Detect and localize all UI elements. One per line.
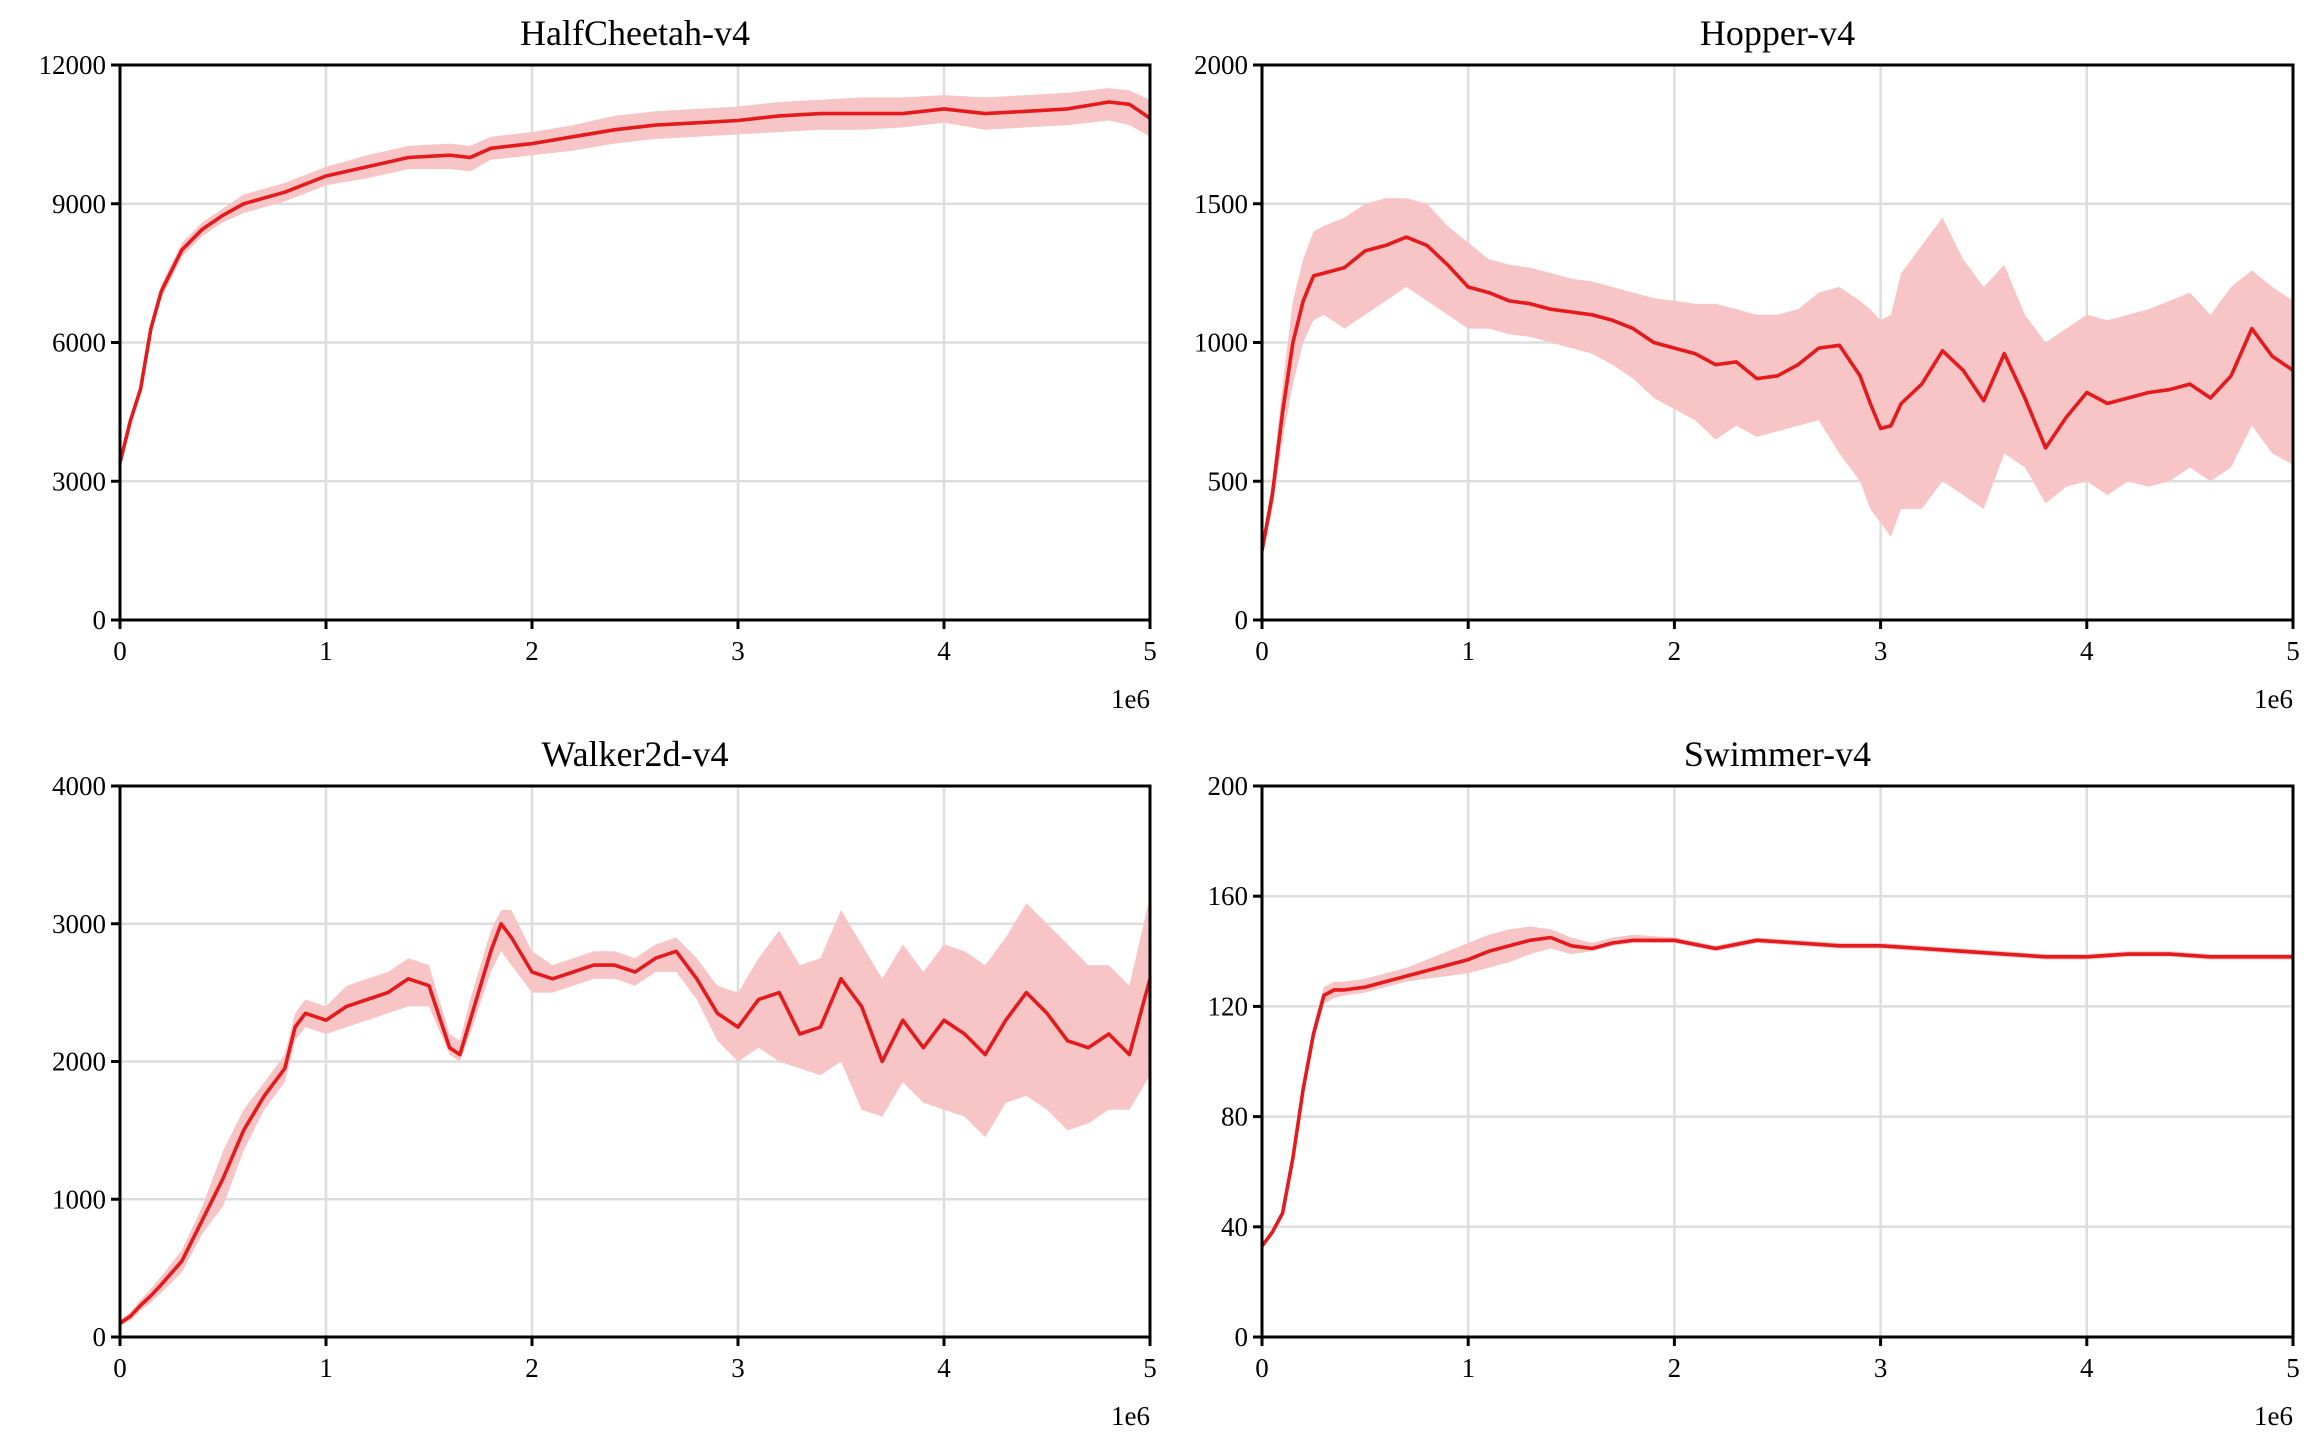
y-tick-label: 2000 bbox=[52, 1047, 106, 1077]
x-tick-label: 4 bbox=[937, 636, 951, 666]
x-tick-label: 2 bbox=[525, 1353, 539, 1383]
y-tick-label: 3000 bbox=[52, 909, 106, 939]
y-tick-label: 1500 bbox=[1194, 189, 1248, 219]
confidence-band bbox=[1262, 198, 2293, 559]
y-tick-label: 0 bbox=[93, 1322, 107, 1352]
confidence-band bbox=[120, 88, 1150, 468]
x-tick-label: 4 bbox=[2080, 636, 2094, 666]
x-tick-label: 2 bbox=[1668, 1353, 1682, 1383]
y-tick-label: 40 bbox=[1221, 1212, 1248, 1242]
chart-title: Hopper-v4 bbox=[1700, 13, 1855, 53]
axes-frame bbox=[1260, 784, 2295, 1339]
y-tick-label: 0 bbox=[1235, 605, 1249, 635]
mean-line bbox=[118, 922, 1152, 1325]
x-tick-label: 2 bbox=[1668, 636, 1682, 666]
x-tick-label: 0 bbox=[113, 1353, 127, 1383]
y-tick-label: 500 bbox=[1208, 466, 1249, 496]
y-tick-label: 160 bbox=[1208, 881, 1249, 911]
chart-panel-4: 0 1 2 3 4 5 0 40 80 120 160 200 1e6 Swimmer-v4 bbox=[1208, 734, 2300, 1431]
x-tick-label: 1 bbox=[319, 636, 333, 666]
chart-title: Walker2d-v4 bbox=[541, 734, 728, 774]
x-tick-label: 3 bbox=[1874, 636, 1888, 666]
x-offset-label: 1e6 bbox=[1111, 684, 1150, 714]
confidence-band bbox=[120, 896, 1150, 1326]
x-tick-label: 5 bbox=[2286, 636, 2300, 666]
x-tick-label: 4 bbox=[937, 1353, 951, 1383]
chart-title: Swimmer-v4 bbox=[1684, 734, 1871, 774]
y-tick-label: 2000 bbox=[1194, 50, 1248, 80]
y-tick-label: 9000 bbox=[52, 189, 106, 219]
x-tick-label: 5 bbox=[2286, 1353, 2300, 1383]
y-tick-label: 200 bbox=[1208, 771, 1249, 801]
x-tick-label: 3 bbox=[731, 1353, 745, 1383]
y-tick-label: 1000 bbox=[1194, 328, 1248, 358]
y-tick-label: 3000 bbox=[52, 466, 106, 496]
y-tick-label: 12000 bbox=[39, 50, 107, 80]
x-tick-label: 2 bbox=[525, 636, 539, 666]
y-tick-label: 1000 bbox=[52, 1184, 106, 1214]
mean-line bbox=[1260, 235, 2295, 551]
x-offset-label: 1e6 bbox=[2254, 684, 2293, 714]
mean-line bbox=[1260, 935, 2293, 1248]
y-tick-label: 120 bbox=[1208, 991, 1249, 1021]
x-tick-label: 1 bbox=[1461, 636, 1475, 666]
x-offset-label: 1e6 bbox=[2254, 1401, 2293, 1431]
x-tick-label: 3 bbox=[1874, 1353, 1888, 1383]
y-tick-label: 6000 bbox=[52, 328, 106, 358]
x-tick-label: 0 bbox=[1255, 636, 1269, 666]
chart-panel-3: 0 1 2 3 4 5 0 1000 2000 3000 4000 1e6 Walker2d-v4 bbox=[52, 734, 1157, 1431]
x-offset-label: 1e6 bbox=[1111, 1401, 1150, 1431]
y-tick-label: 80 bbox=[1221, 1102, 1248, 1132]
y-tick-label: 4000 bbox=[52, 771, 106, 801]
y-tick-label: 0 bbox=[1235, 1322, 1249, 1352]
chart-panel-2: 0 1 2 3 4 5 0 500 1000 1500 2000 1e6 Hopper-v4 bbox=[1194, 13, 2300, 714]
x-tick-label: 1 bbox=[1461, 1353, 1475, 1383]
chart-panel-1: 0 1 2 3 4 5 0 3000 6000 9000 12000 1e6 HalfCheetah-v… bbox=[39, 13, 1157, 714]
chart-title: HalfCheetah-v4 bbox=[520, 13, 750, 53]
y-tick-label: 0 bbox=[93, 605, 107, 635]
x-tick-label: 0 bbox=[1255, 1353, 1269, 1383]
mean-line bbox=[118, 100, 1152, 464]
x-tick-label: 3 bbox=[731, 636, 745, 666]
x-tick-label: 4 bbox=[2080, 1353, 2094, 1383]
x-tick-label: 0 bbox=[113, 636, 127, 666]
x-tick-label: 1 bbox=[319, 1353, 333, 1383]
x-tick-label: 5 bbox=[1143, 636, 1157, 666]
x-tick-label: 5 bbox=[1143, 1353, 1157, 1383]
